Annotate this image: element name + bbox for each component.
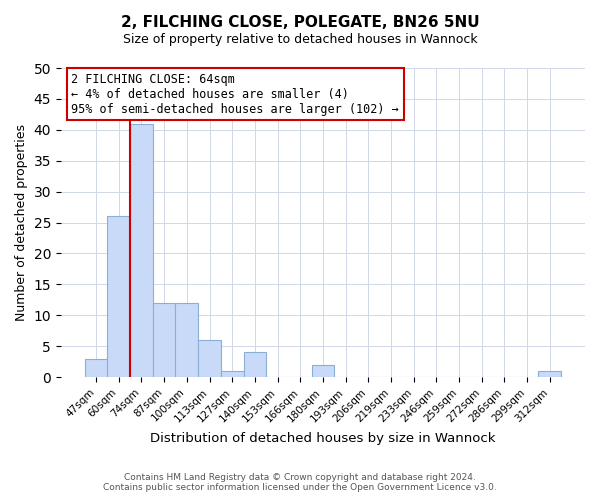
Bar: [311, 364, 334, 377]
Text: Contains HM Land Registry data © Crown copyright and database right 2024.
Contai: Contains HM Land Registry data © Crown c…: [103, 473, 497, 492]
Bar: [244, 352, 266, 377]
Bar: [221, 371, 244, 377]
Bar: [538, 371, 561, 377]
Y-axis label: Number of detached properties: Number of detached properties: [15, 124, 28, 321]
Text: 2 FILCHING CLOSE: 64sqm
← 4% of detached houses are smaller (4)
95% of semi-deta: 2 FILCHING CLOSE: 64sqm ← 4% of detached…: [71, 72, 399, 116]
Bar: [175, 303, 198, 377]
X-axis label: Distribution of detached houses by size in Wannock: Distribution of detached houses by size …: [150, 432, 496, 445]
Bar: [153, 303, 175, 377]
Bar: [107, 216, 130, 377]
Bar: [85, 358, 107, 377]
Text: 2, FILCHING CLOSE, POLEGATE, BN26 5NU: 2, FILCHING CLOSE, POLEGATE, BN26 5NU: [121, 15, 479, 30]
Text: Size of property relative to detached houses in Wannock: Size of property relative to detached ho…: [122, 32, 478, 46]
Bar: [198, 340, 221, 377]
Bar: [130, 124, 153, 377]
